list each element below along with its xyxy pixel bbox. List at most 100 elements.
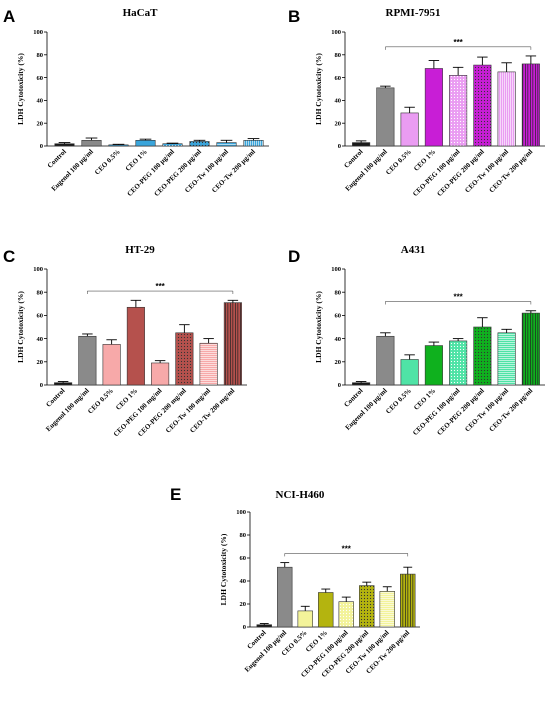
category-label: CEO-Tw 100 µg/ml [463,387,510,434]
bar-1 [54,382,73,386]
y-tick-label: 80 [240,532,247,539]
bar-7 [199,342,218,386]
category-label: CEO 0.5% [384,387,413,416]
y-tick-label: 20 [335,120,342,127]
bar-4 [424,68,443,147]
category-label: Eugenol 100 mg/ml [44,387,90,433]
significance-label: *** [155,282,165,291]
bar-2 [277,566,293,628]
significance-label: *** [453,292,463,301]
y-tick-label: 60 [240,555,247,562]
y-tick-label: 100 [236,509,246,516]
bar-7 [216,142,237,147]
y-axis-title: LDH Cytotoxicity (%) [16,291,25,363]
bar-6 [359,585,375,628]
bar-6 [189,141,210,147]
bar-4 [135,140,156,147]
bar-3 [400,112,419,147]
category-label: Control [342,387,364,409]
bar-7 [497,71,516,147]
bar-4 [318,592,334,628]
significance-label: *** [342,544,352,553]
y-tick-label: 80 [37,52,44,59]
y-tick-label: 100 [331,266,341,273]
significance-label: *** [453,38,463,47]
chart-title: HT-29 [125,244,155,256]
bar-2 [376,87,395,147]
bar-3 [102,344,121,386]
y-tick-label: 40 [240,578,247,585]
y-tick-label: 20 [37,120,44,127]
bar-1 [54,143,75,147]
category-label: CEO-Tw 200 µg/ml [488,387,535,434]
bar-3 [108,144,129,147]
category-label: CEO 0.5% [93,148,122,177]
y-axis-title: LDH Cytotoxicity (%) [314,291,323,363]
y-tick-label: 40 [335,98,342,105]
bar-3 [400,359,419,386]
category-label: CEO-Tw 100 µg/ml [463,148,510,195]
bar-5 [449,75,468,147]
category-label: CEO-Tw 200 µg/ml [488,148,535,195]
y-tick-label: 100 [331,29,341,36]
y-tick-label: 0 [243,624,246,631]
bar-5 [338,601,354,628]
y-tick-label: 60 [37,313,44,320]
category-label: CEO-Tw 100 mg/ml [164,387,212,435]
category-label: Control [44,387,66,409]
y-tick-label: 40 [37,98,44,105]
y-tick-label: 0 [338,143,341,150]
category-label: CEO-Tw 200 mg/ml [188,387,236,435]
bar-6 [473,326,492,386]
y-tick-label: 100 [33,266,43,273]
category-label: Control [46,148,68,170]
panel-letter: E [170,485,181,504]
y-tick-label: 0 [338,382,341,389]
y-tick-label: 80 [335,52,342,59]
y-tick-label: 40 [37,336,44,343]
bar-1 [352,142,371,147]
bar-8 [223,302,242,386]
bar-2 [376,335,395,386]
chart-title: HaCaT [123,7,159,19]
chart-title: A431 [401,244,425,256]
y-axis-title: LDH Cytotoxicity (%) [16,53,25,125]
category-label: CEO 1% [124,148,149,173]
category-label: Eugenol 100 µg/ml [344,148,389,193]
bar-5 [162,143,183,147]
y-tick-label: 20 [37,359,44,366]
panel-letter: C [3,247,15,266]
bar-8 [243,140,264,147]
y-tick-label: 40 [335,336,342,343]
bar-4 [424,345,443,386]
y-tick-label: 100 [33,29,43,36]
bar-2 [81,140,102,147]
y-tick-label: 20 [335,359,342,366]
bar-5 [449,340,468,386]
panel-a: A HaCaT 0 20 40 60 80 100 LDH Cytotoxicity (%) Co… [3,7,269,198]
panel-letter: A [3,7,15,26]
y-tick-label: 80 [37,289,44,296]
y-tick-label: 60 [335,313,342,320]
category-label: CEO-PEG 100 µg/ml [126,148,176,198]
y-axis-title: LDH Cytotoxicity (%) [219,533,228,605]
bar-1 [256,624,272,628]
bar-2 [78,335,97,386]
chart-title: NCI-H460 [276,489,325,501]
bar-5 [151,362,170,386]
category-label: CEO 0.5% [384,148,413,177]
y-tick-label: 60 [37,75,44,82]
y-tick-label: 20 [240,601,247,608]
bar-1 [352,382,371,386]
bar-8 [521,312,540,386]
bar-4 [126,306,145,386]
y-tick-label: 80 [335,289,342,296]
panel-e: E NCI-H460 0 20 40 60 80 100 LDH Cytotoxicity (%… [170,485,420,679]
panel-b: B RPMI-7951 0 20 40 60 80 100 LDH Cytotoxicity (… [288,7,545,198]
bar-3 [297,610,313,628]
category-label: Eugenol 100 µg/ml [344,387,389,432]
bar-8 [400,573,416,628]
bar-6 [473,64,492,147]
panel-letter: B [288,7,300,26]
